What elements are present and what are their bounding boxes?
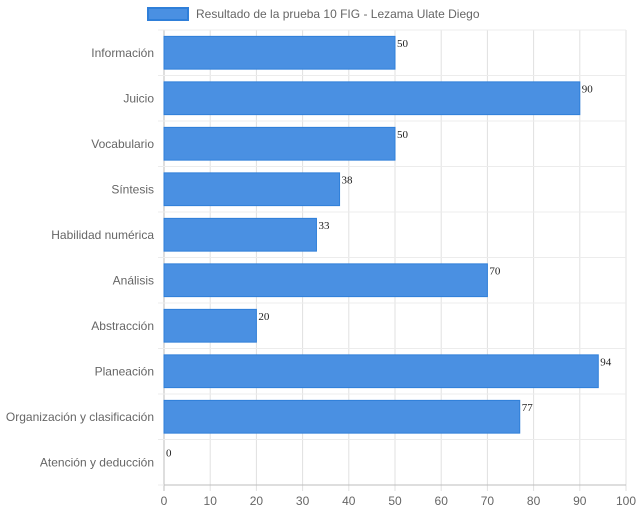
data-label: 90	[582, 83, 594, 95]
x-tick-labels: 0 10 20 30 40 50 60 70 80 90 100	[161, 494, 637, 508]
category-label: Vocabulario	[91, 137, 154, 151]
bar[interactable]	[163, 354, 599, 389]
x-tick-label: 80	[527, 494, 541, 508]
category-label: Abstracción	[91, 319, 154, 333]
category-label: Análisis	[113, 273, 154, 287]
x-tick-label: 10	[204, 494, 218, 508]
x-tick-label: 90	[573, 494, 587, 508]
legend[interactable]: Resultado de la prueba 10 FIG - Lezama U…	[147, 7, 480, 21]
x-tick-label: 70	[481, 494, 495, 508]
data-label: 38	[342, 174, 354, 186]
data-label: 50	[397, 129, 409, 141]
bars	[163, 35, 599, 434]
x-tick-label: 0	[161, 494, 168, 508]
category-label: Síntesis	[111, 182, 154, 196]
category-label: Planeación	[95, 364, 154, 378]
category-label: Organización y clasificación	[6, 410, 154, 424]
legend-label[interactable]: Resultado de la prueba 10 FIG - Lezama U…	[196, 7, 480, 21]
category-label: Atención y deducción	[40, 455, 154, 469]
x-tick-label: 50	[388, 494, 402, 508]
bar[interactable]	[163, 217, 317, 252]
x-tick-label: 40	[342, 494, 356, 508]
category-label: Habilidad numérica	[51, 228, 154, 242]
value-labels: 50 90 50 38 33 70 20 94 77 0	[166, 38, 612, 460]
data-label: 94	[600, 356, 612, 368]
bar[interactable]	[163, 263, 488, 298]
bar[interactable]	[163, 35, 396, 70]
x-tick-label: 30	[296, 494, 310, 508]
category-label: Juicio	[123, 91, 154, 105]
x-tick-label: 60	[435, 494, 449, 508]
data-label: 0	[166, 447, 172, 459]
bar[interactable]	[163, 126, 396, 161]
bar[interactable]	[163, 172, 341, 207]
data-label: 77	[522, 402, 534, 414]
category-label: Información	[91, 46, 154, 60]
x-tick-label: 20	[250, 494, 264, 508]
data-label: 70	[489, 265, 501, 277]
x-tick-label: 100	[616, 494, 636, 508]
bar[interactable]	[163, 308, 257, 343]
data-label: 33	[318, 220, 330, 232]
bar[interactable]	[163, 81, 581, 116]
data-label: 20	[258, 311, 270, 323]
data-label: 50	[397, 38, 409, 50]
legend-swatch[interactable]	[147, 7, 189, 21]
bar[interactable]	[163, 399, 521, 434]
category-labels: Información Juicio Vocabulario Síntesis Habi…	[6, 46, 154, 470]
